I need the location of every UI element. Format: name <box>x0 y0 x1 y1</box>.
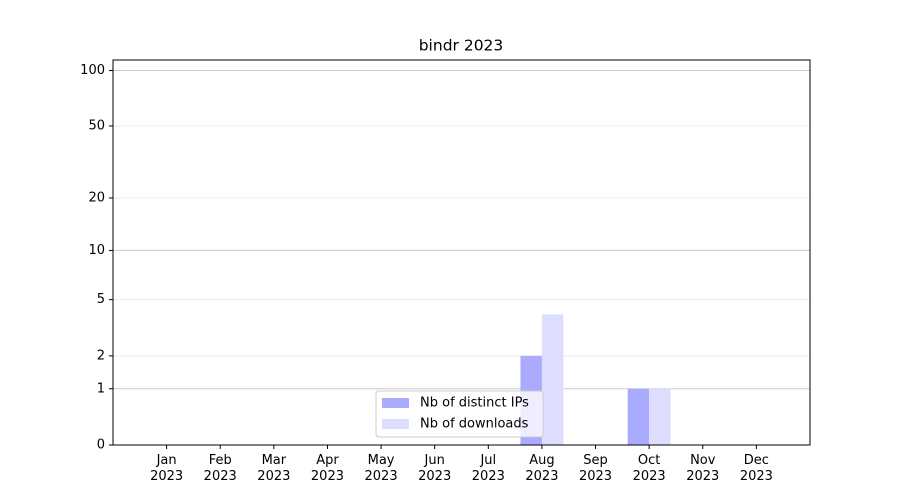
y-tick-label: 0 <box>97 438 105 453</box>
x-tick-label: Sep 2023 <box>578 453 613 484</box>
y-tick-label: 20 <box>88 190 105 205</box>
y-tick-label: 10 <box>88 243 105 258</box>
y-tick-label: 50 <box>88 118 105 133</box>
x-tick-label: Jun 2023 <box>418 453 452 484</box>
legend-swatch <box>382 419 409 429</box>
plot-frame <box>112 59 811 446</box>
x-tick-label: Feb 2023 <box>203 453 237 484</box>
x-tick-label: Apr 2023 <box>310 453 344 484</box>
legend-swatch <box>382 398 409 408</box>
x-tick-label: Jul 2023 <box>471 453 505 484</box>
legend-label: Nb of downloads <box>420 417 529 432</box>
bar <box>649 388 671 445</box>
bar <box>627 388 650 445</box>
x-tick-label: Nov 2023 <box>686 453 720 484</box>
y-tick-label: 2 <box>97 348 105 363</box>
legend-label: Nb of distinct IPs <box>420 396 529 411</box>
x-tick-label: Oct 2023 <box>632 453 666 484</box>
x-tick-label: Mar 2023 <box>257 453 291 484</box>
x-tick-label: Aug 2023 <box>525 453 559 484</box>
legend-box <box>375 390 544 438</box>
chart-title: bindr 2023 <box>419 37 504 55</box>
x-tick-label: Dec 2023 <box>739 453 773 484</box>
x-tick-label: May 2023 <box>364 453 398 484</box>
y-tick-label: 1 <box>97 381 105 396</box>
x-tick-label: Jan 2023 <box>150 453 184 484</box>
y-tick-label: 5 <box>97 292 105 307</box>
y-tick-label: 100 <box>80 63 105 78</box>
bar <box>541 314 564 445</box>
